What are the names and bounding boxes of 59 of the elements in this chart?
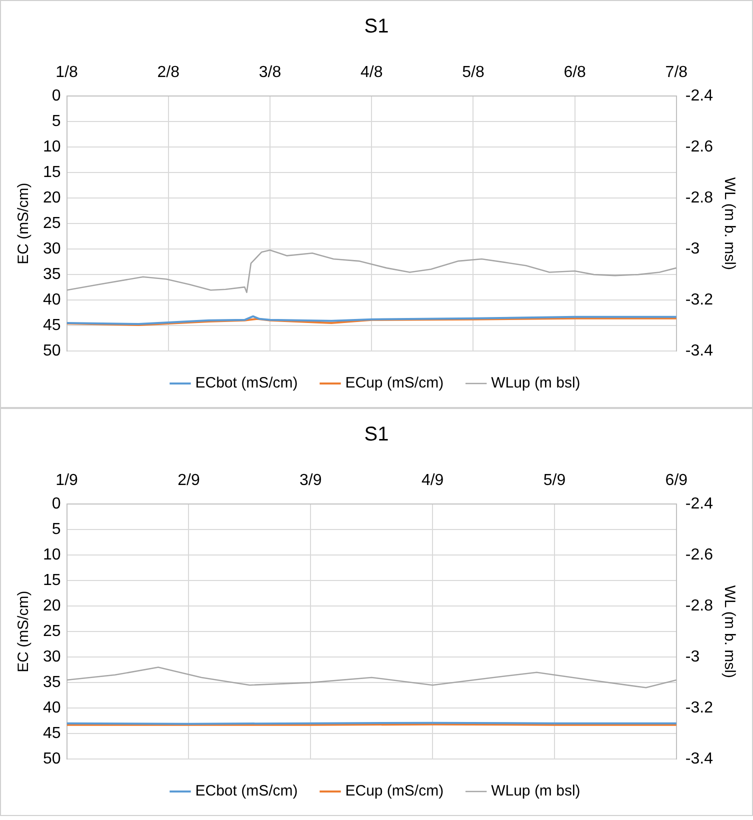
x-tick-label: 7/8 bbox=[665, 64, 688, 82]
y-tick-label: 25 bbox=[43, 215, 61, 232]
y2-tick-label: -2.8 bbox=[685, 190, 714, 207]
legend-label: ECbot (mS/cm) bbox=[195, 782, 298, 800]
y-tick-label: 10 bbox=[43, 546, 61, 564]
y2-tick-label: -2.8 bbox=[685, 598, 714, 615]
x-tick-label: 1/8 bbox=[56, 64, 78, 82]
x-tick-label: 2/9 bbox=[178, 472, 200, 490]
y-tick-label: 35 bbox=[43, 266, 61, 283]
y2-tick-label: -2.6 bbox=[685, 546, 714, 564]
y-tick-label: 35 bbox=[43, 674, 61, 691]
chart-title: S1 bbox=[364, 424, 389, 446]
y2-tick-label: -3.4 bbox=[685, 750, 714, 768]
y-axis-title: EC (mS/cm) bbox=[15, 590, 32, 672]
legend-label: ECbot (mS/cm) bbox=[195, 374, 298, 392]
y2-tick-label: -3.2 bbox=[685, 699, 714, 716]
y2-axis-title: WL (m b. msl) bbox=[720, 585, 738, 678]
y-tick-label: 15 bbox=[43, 572, 61, 590]
y-axis-title: EC (mS/cm) bbox=[15, 182, 32, 264]
legend-label: WLup (m bsl) bbox=[491, 782, 580, 800]
y2-tick-label: -3 bbox=[685, 648, 700, 666]
y2-axis-title: WL (m b. msl) bbox=[720, 177, 738, 270]
y-tick-label: 40 bbox=[43, 291, 61, 308]
y2-tick-label: -2.4 bbox=[685, 496, 714, 513]
y2-tick-label: -2.4 bbox=[685, 88, 714, 105]
y-tick-label: 30 bbox=[43, 240, 61, 258]
x-tick-label: 1/9 bbox=[56, 472, 78, 490]
y2-tick-label: -2.6 bbox=[685, 138, 714, 156]
x-tick-label: 6/8 bbox=[564, 64, 586, 82]
y-tick-label: 5 bbox=[52, 113, 61, 130]
y-tick-label: 40 bbox=[43, 699, 61, 716]
y-tick-label: 45 bbox=[43, 724, 61, 742]
x-tick-label: 3/8 bbox=[258, 64, 282, 82]
y2-tick-label: -3.4 bbox=[685, 342, 714, 360]
y-tick-label: 15 bbox=[43, 164, 61, 182]
y-tick-label: 45 bbox=[43, 316, 61, 334]
y2-tick-label: -3 bbox=[685, 240, 700, 258]
y-tick-label: 50 bbox=[43, 342, 61, 360]
x-tick-label: 5/9 bbox=[543, 472, 566, 490]
legend-label: ECup (mS/cm) bbox=[345, 374, 444, 392]
y2-tick-label: -3.2 bbox=[685, 291, 714, 308]
chart-title: S1 bbox=[364, 16, 389, 38]
y-tick-label: 25 bbox=[43, 623, 61, 640]
x-tick-label: 5/8 bbox=[462, 64, 484, 82]
y-tick-label: 10 bbox=[43, 138, 61, 156]
x-tick-label: 2/8 bbox=[157, 64, 180, 82]
legend-label: WLup (m bsl) bbox=[491, 374, 580, 392]
x-tick-label: 4/8 bbox=[360, 64, 383, 82]
y-tick-label: 0 bbox=[52, 496, 61, 513]
y-tick-label: 30 bbox=[43, 648, 61, 666]
y-tick-label: 20 bbox=[43, 598, 61, 615]
y-tick-label: 50 bbox=[43, 750, 61, 768]
y-tick-label: 0 bbox=[52, 88, 61, 105]
x-tick-label: 6/9 bbox=[665, 472, 688, 490]
x-tick-label: 4/9 bbox=[421, 472, 444, 490]
y-tick-label: 5 bbox=[52, 521, 61, 538]
y-tick-label: 20 bbox=[43, 190, 61, 207]
x-tick-label: 3/9 bbox=[300, 472, 322, 490]
legend-label: ECup (mS/cm) bbox=[345, 782, 444, 800]
